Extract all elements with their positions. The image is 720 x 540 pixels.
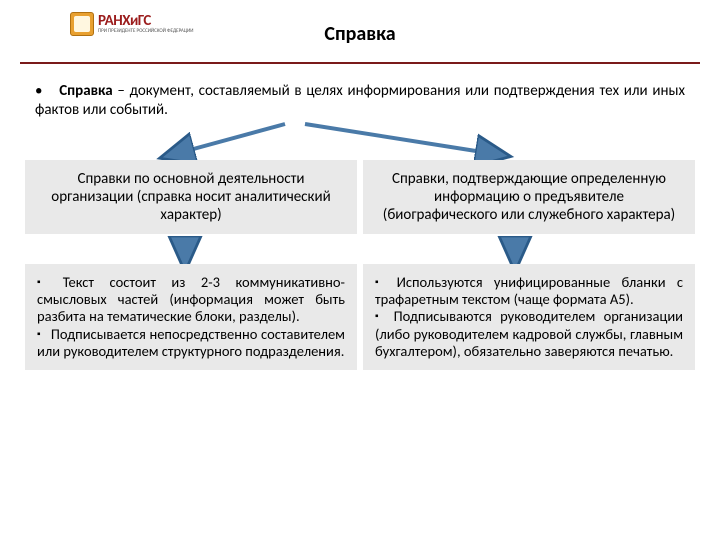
arrows-mid <box>35 234 685 264</box>
square-bullet-icon: ▪ <box>37 327 41 340</box>
arrows-top <box>35 122 685 160</box>
category-right: Справки, подтверждающие определенную инф… <box>363 160 695 234</box>
square-bullet-icon: ▪ <box>375 309 384 322</box>
down-arrows-icon <box>35 234 685 264</box>
category-left: Справки по основной деятельности организ… <box>25 160 357 234</box>
detail-left-p2: Подписывается непосредственно составител… <box>37 325 345 360</box>
detail-right-p2: Подписываются руководителем организации … <box>375 307 683 360</box>
header: РАНХиГС ПРИ ПРЕЗИДЕНТЕ РОССИЙСКОЙ ФЕДЕРА… <box>20 0 700 64</box>
intro-rest: – документ, составляемый в целях информи… <box>35 82 685 119</box>
intro-paragraph: • Справка – документ, составляемый в цел… <box>35 82 685 120</box>
square-bullet-icon: ▪ <box>375 275 387 288</box>
intro-term: Справка <box>59 82 112 100</box>
square-bullet-icon: ▪ <box>37 275 53 288</box>
page-title: Справка <box>20 22 700 46</box>
detail-right-p1: Используются унифицированные бланки с тр… <box>375 273 683 308</box>
detail-left: ▪Текст состоит из 2-3 коммуникативно-смы… <box>25 264 357 371</box>
category-row: Справки по основной деятельности организ… <box>25 160 695 234</box>
detail-left-p1: Текст состоит из 2-3 коммуникативно-смыс… <box>37 273 345 326</box>
bullet-icon: • <box>35 82 42 100</box>
detail-row: ▪Текст состоит из 2-3 коммуникативно-смы… <box>25 264 695 371</box>
detail-right: ▪Используются унифицированные бланки с т… <box>363 264 695 371</box>
split-arrows-icon <box>35 122 685 160</box>
